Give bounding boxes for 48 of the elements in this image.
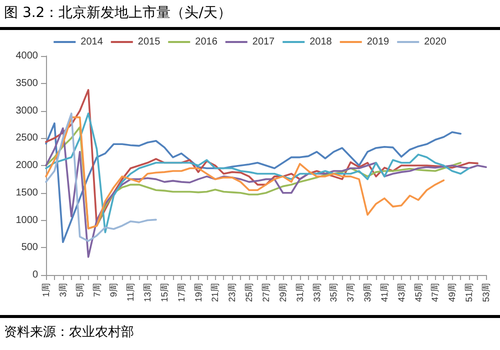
text: 资料来源：农业农村部 — [0, 315, 500, 347]
x-tick-label: 5周 — [74, 283, 85, 298]
y-tick-label: 4000 — [16, 50, 38, 62]
y-tick-label: 500 — [21, 242, 38, 254]
x-tick-label: 1周 — [41, 283, 51, 298]
x-tick-label: 7周 — [92, 283, 102, 298]
line-series — [45, 89, 478, 227]
x-tick-label: 9周 — [108, 283, 119, 298]
x-tick-label: 15周 — [159, 283, 170, 302]
x-tick-label: 17周 — [176, 283, 186, 302]
legend-label: 2017 — [252, 36, 276, 48]
legend-label: 2018 — [310, 36, 332, 48]
legend-label: 2014 — [80, 36, 104, 48]
y-tick-label: 3500 — [16, 78, 38, 89]
x-tick-label: 11周 — [126, 283, 136, 302]
x-tick-label: 31周 — [294, 283, 305, 302]
y-tick-label: 2500 — [16, 132, 38, 144]
x-tick-label: 3周 — [58, 283, 68, 298]
x-tick-label: 35周 — [328, 283, 339, 302]
x-tick-label: 25周 — [244, 283, 254, 302]
x-tick-label: 13周 — [142, 283, 153, 302]
line-series — [45, 112, 157, 242]
x-tick-label: 51周 — [464, 283, 474, 302]
x-tick-label: 27周 — [261, 283, 271, 302]
y-tick-label: 3000 — [16, 105, 38, 116]
x-tick-label: 45周 — [413, 283, 424, 302]
y-tick-label: 1000 — [16, 214, 38, 226]
legend-label: 2020 — [424, 36, 447, 48]
x-tick-label: 19周 — [193, 283, 204, 302]
x-tick-label: 49周 — [447, 283, 458, 302]
legend-label: 2016 — [195, 36, 218, 48]
x-tick-label: 47周 — [430, 283, 440, 302]
chart-title: 图 3.2：北京新发地上市量（头/天） — [0, 0, 500, 30]
legend-label: 2015 — [138, 36, 161, 48]
x-tick-label: 53周 — [481, 283, 491, 302]
x-tick-label: 37周 — [346, 283, 356, 302]
y-tick-label: 1500 — [16, 187, 38, 198]
y-tick-label: 0 — [32, 270, 38, 280]
x-tick-label: 21周 — [210, 283, 220, 302]
line-series — [45, 127, 487, 258]
x-tick-label: 33周 — [312, 283, 322, 302]
x-tick-label: 41周 — [379, 283, 390, 302]
x-tick-label: 43周 — [396, 283, 406, 302]
x-tick-label: 39周 — [362, 283, 373, 302]
x-tick-label: 29周 — [278, 283, 288, 302]
legend-label: 2019 — [366, 36, 390, 48]
x-tick-label: 23周 — [227, 283, 238, 302]
y-tick-label: 2000 — [16, 160, 38, 171]
